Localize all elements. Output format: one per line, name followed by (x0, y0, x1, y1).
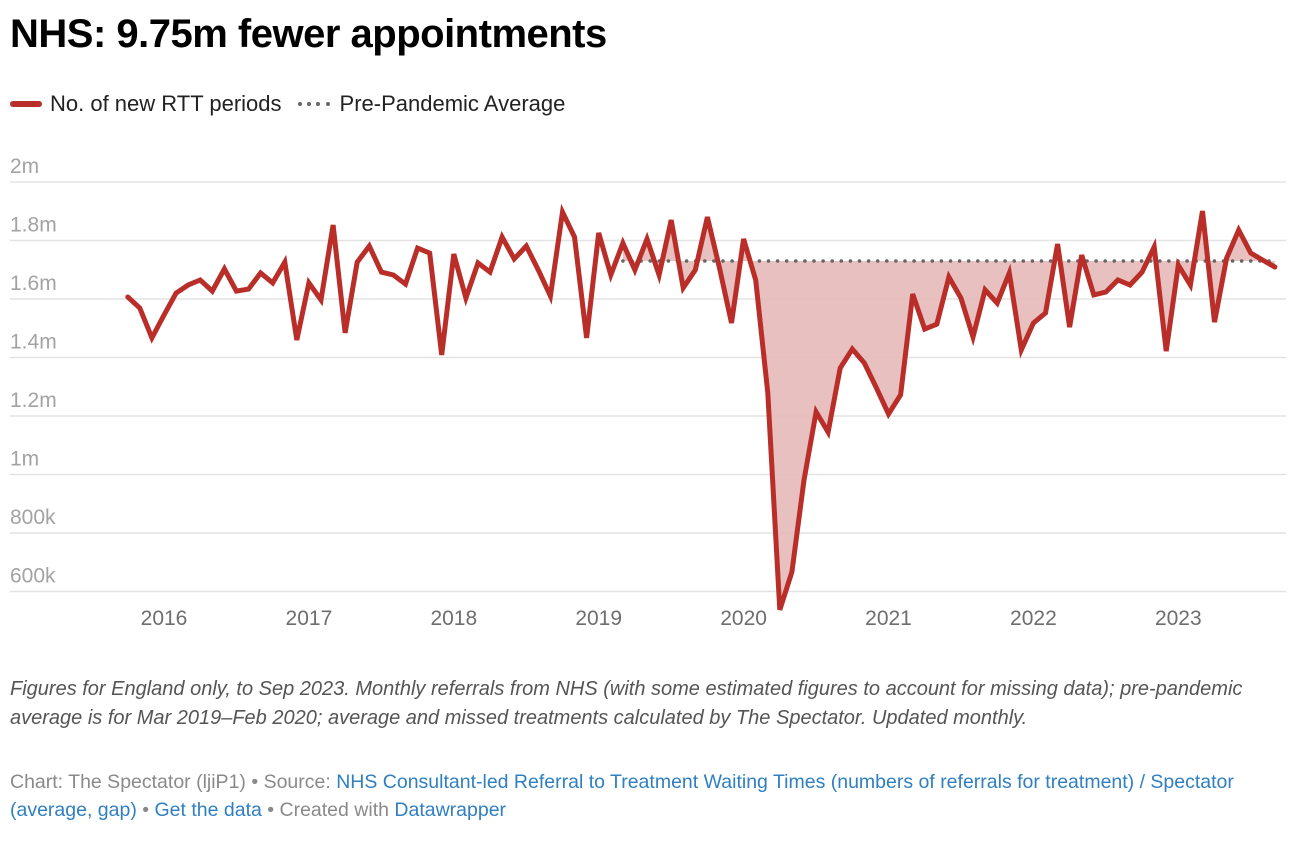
y-tick-label: 600k (10, 565, 56, 588)
byline: Chart: The Spectator (ljiP1) • Source: N… (10, 768, 1300, 824)
x-tick-label: 2019 (575, 607, 622, 630)
chart-notes: Figures for England only, to Sep 2023. M… (10, 678, 1243, 729)
x-tick-label: 2017 (286, 607, 333, 630)
x-tick-label: 2016 (141, 607, 188, 630)
x-tick-label: 2023 (1155, 607, 1202, 630)
y-tick-label: 1.4m (10, 331, 57, 354)
byline-prefix: Chart: The Spectator (ljiP1) • Source: (10, 771, 337, 793)
y-tick-label: 1.6m (10, 272, 57, 295)
chart-title: NHS: 9.75m fewer appointments (10, 12, 607, 56)
x-tick-label: 2018 (430, 607, 477, 630)
legend-label-rtt: No. of new RTT periods (50, 91, 282, 116)
y-tick-label: 1.8m (10, 214, 57, 237)
legend-item-rtt: No. of new RTT periods (10, 91, 282, 117)
gap-area (622, 211, 1275, 610)
byline-sep2: • Created with (261, 799, 395, 821)
datawrapper-link[interactable]: Datawrapper (394, 799, 507, 821)
legend-label-average: Pre-Pandemic Average (339, 91, 566, 116)
legend-item-average: Pre-Pandemic Average (297, 91, 566, 117)
legend-dotted-swatch (297, 101, 330, 107)
y-tick-label: 1m (10, 448, 39, 471)
x-axis-ticks: 2016 2017 2018 2019 2020 2021 2022 2023 (141, 607, 1202, 630)
rtt-series-line (125, 203, 1278, 611)
y-tick-label: 800k (10, 506, 56, 529)
get-data-link[interactable]: Get the data (154, 799, 262, 821)
byline-sep1: • (136, 799, 155, 821)
y-tick-label: 1.2m (10, 389, 57, 412)
y-tick-label: 2m (10, 155, 39, 178)
y-axis-ticks: 2m 1.8m 1.6m 1.4m 1.2m 1m 800k 600k (10, 155, 57, 588)
x-tick-label: 2022 (1010, 607, 1057, 630)
source-link[interactable]: NHS Consultant-led Referral to Treatment… (10, 771, 1234, 821)
legend-line-swatch (10, 101, 42, 107)
gridlines (10, 181, 1286, 593)
legend: No. of new RTT periods Pre-Pandemic Aver… (10, 91, 581, 117)
x-tick-label: 2020 (720, 607, 767, 630)
x-tick-label: 2021 (865, 607, 912, 630)
